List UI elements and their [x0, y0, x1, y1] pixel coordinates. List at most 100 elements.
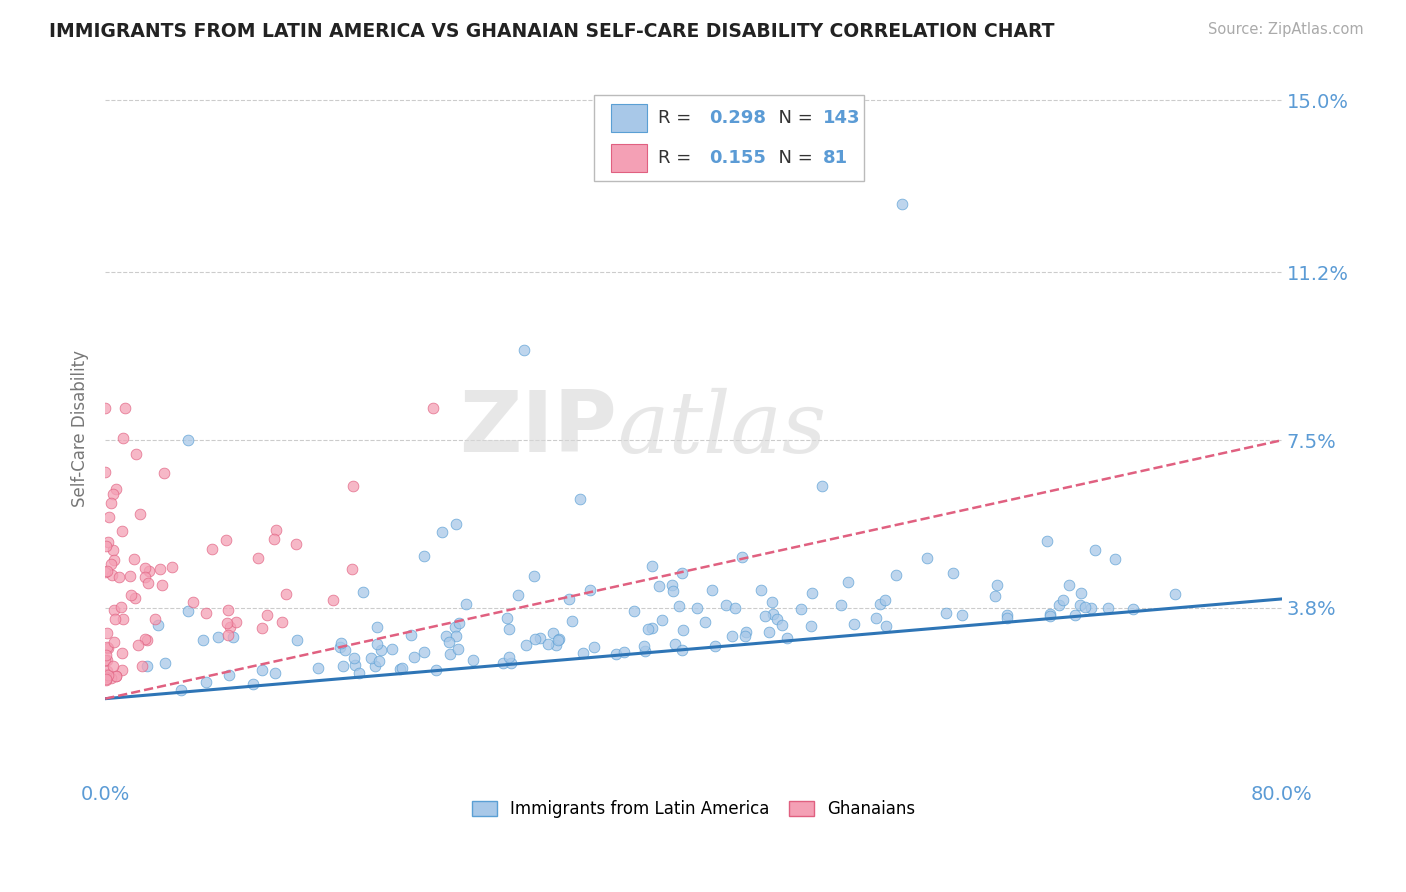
Point	[612, 645, 634, 659]
Point	[112, 612, 135, 626]
Point	[770, 617, 793, 632]
Point	[1047, 598, 1070, 612]
Point	[124, 591, 146, 606]
Point	[127, 638, 149, 652]
Point	[641, 621, 664, 635]
Point	[100, 496, 122, 510]
Point	[352, 584, 374, 599]
Point	[111, 647, 134, 661]
Point	[149, 562, 172, 576]
Text: R =: R =	[658, 149, 697, 167]
Point	[152, 467, 174, 481]
Point	[1080, 601, 1102, 615]
Point	[222, 630, 245, 644]
Text: N =: N =	[766, 109, 818, 128]
Point	[439, 647, 461, 661]
Point	[96, 664, 118, 678]
Point	[492, 657, 515, 671]
Point	[307, 661, 329, 675]
Point	[110, 599, 132, 614]
Point	[96, 626, 118, 640]
Point	[391, 661, 413, 675]
Point	[103, 612, 125, 626]
Point	[875, 619, 897, 633]
Point	[633, 639, 655, 653]
Point	[623, 604, 645, 618]
Point	[1036, 534, 1059, 549]
Text: ZIP: ZIP	[460, 387, 617, 470]
Point	[247, 551, 270, 566]
Point	[100, 671, 122, 685]
Point	[714, 598, 737, 612]
Point	[544, 638, 567, 652]
Point	[754, 608, 776, 623]
Point	[558, 591, 581, 606]
Point	[103, 542, 125, 557]
Point	[96, 564, 118, 578]
Point	[263, 532, 285, 546]
Point	[693, 615, 716, 629]
Point	[131, 659, 153, 673]
Point	[270, 615, 292, 629]
Point	[842, 617, 865, 632]
Point	[704, 639, 727, 653]
Point	[800, 619, 823, 633]
Point	[340, 562, 363, 576]
Point	[104, 669, 127, 683]
Point	[731, 549, 754, 564]
Point	[569, 491, 592, 506]
Point	[634, 644, 657, 658]
Point	[529, 631, 551, 645]
Point	[412, 549, 434, 563]
Point	[242, 677, 264, 691]
Point	[138, 564, 160, 578]
Point	[342, 479, 364, 493]
Point	[446, 629, 468, 643]
Point	[404, 649, 426, 664]
Point	[201, 542, 224, 557]
Point	[329, 640, 352, 655]
Point	[118, 569, 141, 583]
Point	[434, 629, 457, 643]
Point	[100, 557, 122, 571]
Point	[360, 651, 382, 665]
Point	[335, 643, 357, 657]
Point	[97, 641, 120, 656]
Point	[950, 607, 973, 622]
Point	[94, 539, 117, 553]
Text: 81: 81	[823, 149, 848, 167]
Point	[1039, 609, 1062, 624]
Point	[347, 665, 370, 680]
Point	[543, 626, 565, 640]
Point	[605, 647, 627, 661]
Point	[995, 610, 1018, 624]
Point	[524, 632, 547, 646]
Point	[114, 401, 136, 416]
Point	[637, 623, 659, 637]
Point	[723, 601, 745, 615]
Point	[734, 629, 756, 643]
Point	[399, 628, 422, 642]
Point	[1052, 593, 1074, 607]
Point	[523, 568, 546, 582]
Point	[498, 622, 520, 636]
Point	[370, 643, 392, 657]
Point	[218, 667, 240, 681]
Point	[194, 674, 217, 689]
Text: Source: ZipAtlas.com: Source: ZipAtlas.com	[1208, 22, 1364, 37]
Point	[447, 642, 470, 657]
Point	[1038, 607, 1060, 621]
Point	[111, 663, 134, 677]
Point	[264, 523, 287, 537]
Point	[215, 533, 238, 547]
Point	[191, 632, 214, 647]
Point	[886, 567, 908, 582]
Point	[735, 625, 758, 640]
Point	[135, 633, 157, 648]
Point	[875, 593, 897, 607]
Point	[671, 642, 693, 657]
Point	[94, 666, 117, 681]
Point	[700, 582, 723, 597]
Point	[661, 584, 683, 599]
Legend: Immigrants from Latin America, Ghanaians: Immigrants from Latin America, Ghanaians	[465, 793, 922, 825]
